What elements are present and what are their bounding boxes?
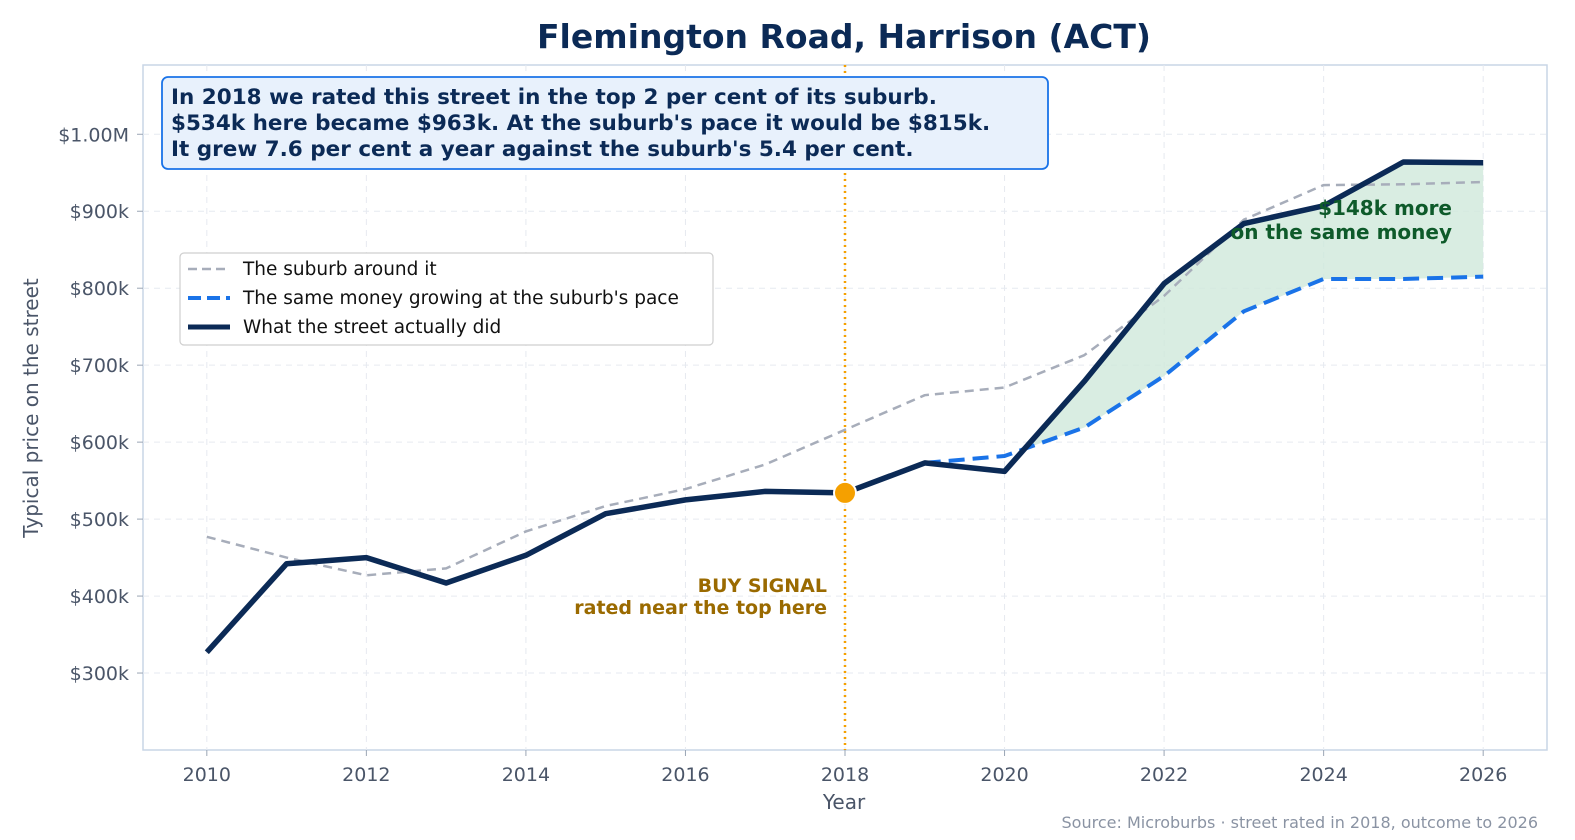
legend-label-suburb: The suburb around it xyxy=(242,259,437,280)
y-tick-label: $300k xyxy=(70,663,129,685)
x-tick-label: 2022 xyxy=(1140,764,1188,786)
y-axis-label: Typical price on the street xyxy=(19,278,43,539)
x-tick-label: 2016 xyxy=(661,764,709,786)
legend-label-same-money: The same money growing at the suburb's p… xyxy=(242,288,679,309)
y-tick-label: $500k xyxy=(70,509,129,531)
gain-sublabel: on the same money xyxy=(1231,220,1452,244)
buy-signal-marker xyxy=(833,480,857,505)
legend: The suburb around it The same money grow… xyxy=(179,252,714,346)
x-tick-label: 2018 xyxy=(821,764,869,786)
y-tick-labels: $300k $400k $500k $600k $700k $800k $900k $1.00… xyxy=(58,124,143,685)
x-tick-label: 2026 xyxy=(1459,764,1507,786)
chart-title: Flemington Road, Harrison (ACT) xyxy=(537,17,1151,56)
x-tick-label: 2014 xyxy=(502,764,550,786)
annotation-line-1: In 2018 we rated this street in the top … xyxy=(171,85,937,110)
series-suburb-line xyxy=(206,180,1484,577)
y-tick-label: $800k xyxy=(70,278,129,300)
annotation-box: In 2018 we rated this street in the top … xyxy=(161,76,1049,170)
annotation-line-2: $534k here became $963k. At the suburb's… xyxy=(171,111,990,136)
annotation-line-3: It grew 7.6 per cent a year against the … xyxy=(171,137,914,162)
markers xyxy=(833,480,857,505)
legend-label-street: What the street actually did xyxy=(243,317,501,338)
x-tick-label: 2024 xyxy=(1299,764,1347,786)
y-tick-label: $400k xyxy=(70,586,129,608)
series-same-money-line xyxy=(924,274,1484,465)
legend-frame xyxy=(179,252,714,346)
buy-signal-label: BUY SIGNAL xyxy=(698,575,827,597)
y-tick-label: $900k xyxy=(70,201,129,223)
buy-signal-sublabel: rated near the top here xyxy=(574,597,827,619)
y-tick-label: $1.00M xyxy=(58,124,129,146)
annotation-box-background xyxy=(161,76,1049,170)
x-tick-label: 2010 xyxy=(183,764,231,786)
x-tick-label: 2012 xyxy=(342,764,390,786)
x-tick-labels: 2010 2012 2014 2016 2018 2020 2022 2024 2026 xyxy=(183,750,1507,786)
x-tick-label: 2020 xyxy=(980,764,1028,786)
y-tick-label: $600k xyxy=(70,432,129,454)
gain-label: $148k more xyxy=(1318,196,1452,220)
y-tick-label: $700k xyxy=(70,355,129,377)
source-note: Source: Microburbs · street rated in 201… xyxy=(1062,813,1538,832)
x-axis-label: Year xyxy=(822,790,866,814)
